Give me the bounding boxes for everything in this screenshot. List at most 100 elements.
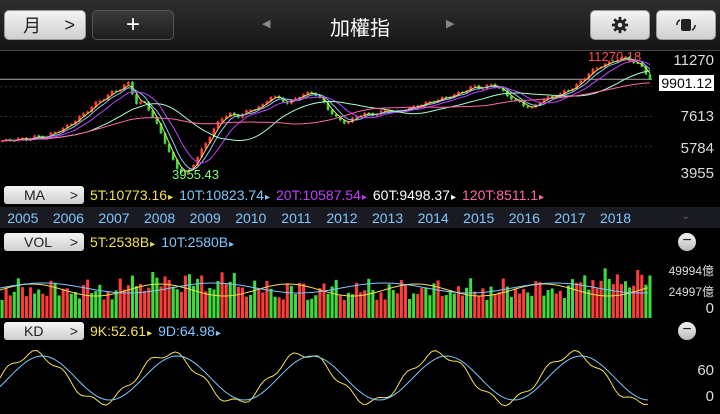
candle-body <box>367 112 371 114</box>
volume-bar <box>632 285 636 318</box>
prev-arrow-icon[interactable]: ◀ <box>262 18 271 30</box>
candle-body <box>620 57 623 61</box>
candle-body <box>542 99 546 103</box>
kd-d: 9D:64.98 <box>158 323 221 339</box>
year-label: 2008 <box>144 209 176 226</box>
volume-bar <box>640 274 644 318</box>
volume-bar <box>493 294 497 318</box>
volume-bar <box>65 288 69 318</box>
candle-body <box>330 109 334 115</box>
candle-body <box>644 66 648 75</box>
ma-tag-label: MA <box>24 187 45 203</box>
volume-bar <box>575 282 579 318</box>
candle-body <box>595 67 599 69</box>
volume-bar <box>615 274 619 318</box>
volume-bar <box>318 288 322 318</box>
volume-bar <box>436 280 440 318</box>
kd-axis-0: 0 <box>705 388 714 405</box>
volume-bar <box>37 289 41 318</box>
candle-body <box>127 81 130 85</box>
candle-body <box>98 100 102 102</box>
collapse-icon[interactable]: ⌄ <box>681 211 690 222</box>
candle-body <box>171 151 175 160</box>
year-label: 2010 <box>235 209 267 226</box>
volume-bar <box>0 300 4 318</box>
candle-body <box>347 122 350 124</box>
kd-tag-button[interactable]: KD > <box>4 322 84 340</box>
volume-bar <box>375 299 379 318</box>
volume-bar <box>110 299 114 318</box>
candle-body <box>106 94 110 100</box>
volume-bar <box>102 299 106 318</box>
candle-body <box>444 97 448 99</box>
volume-bar <box>583 275 587 318</box>
volume-bar <box>61 288 65 318</box>
candle-body <box>261 104 265 107</box>
volume-bar <box>481 288 485 318</box>
volume-bar <box>497 292 501 318</box>
candle-body <box>285 101 289 104</box>
settings-button[interactable] <box>590 10 650 40</box>
next-arrow-icon[interactable]: ▶ <box>446 18 455 30</box>
candle-body <box>501 88 505 91</box>
price-chart[interactable] <box>0 51 660 186</box>
volume-bar <box>623 281 628 318</box>
volume-bar <box>509 296 513 318</box>
add-button[interactable]: + <box>92 10 174 40</box>
volume-bar <box>171 286 175 318</box>
volume-bar <box>302 283 306 318</box>
ma-tag-button[interactable]: MA > <box>4 186 84 204</box>
candle-body <box>363 112 367 116</box>
volume-bar <box>24 296 29 318</box>
volume-bar <box>505 286 509 318</box>
period-button[interactable]: 月 > <box>4 10 86 40</box>
volume-bar <box>310 298 314 318</box>
candle-body <box>583 78 587 81</box>
volume-bar <box>204 291 208 318</box>
volume-bar <box>562 297 566 318</box>
candle-body <box>294 97 297 100</box>
volume-bar <box>29 287 33 318</box>
volume-bar <box>53 282 57 318</box>
candle-body <box>306 92 309 95</box>
volume-bar <box>350 294 355 318</box>
kd-chart[interactable] <box>0 343 655 411</box>
current-price-badge: 9901.12 <box>659 75 714 91</box>
year-axis: 2005 2006 2007 2008 2009 2010 2011 2012 2013 2014… <box>0 207 720 228</box>
candle-body <box>122 84 126 90</box>
vol-tag-button[interactable]: VOL > <box>4 233 84 251</box>
candle-body <box>86 111 89 114</box>
candle-body <box>457 91 460 95</box>
volume-bar <box>452 293 456 318</box>
candle-body <box>159 123 163 134</box>
ma-10: 10T:10823.74 <box>179 187 270 203</box>
candle-body <box>147 101 151 111</box>
candle-body <box>33 135 36 140</box>
ma-60-line <box>1 70 651 142</box>
volume-bar <box>534 281 538 318</box>
candle-body <box>192 165 195 170</box>
volume-bar <box>151 271 155 318</box>
vol-remove-button[interactable]: − <box>678 233 696 251</box>
kd-remove-button[interactable]: − <box>678 322 696 340</box>
volume-bar <box>57 295 61 318</box>
candle-body <box>603 63 607 67</box>
vol-axis-mid: 24997億 <box>668 285 714 299</box>
volume-bar <box>16 278 20 318</box>
price-axis-low: 3955 <box>680 165 714 182</box>
volume-bar <box>175 289 179 318</box>
vol-axis-zero: 0 <box>705 300 714 317</box>
candle-body <box>208 137 212 144</box>
volume-bar <box>261 292 265 318</box>
rotate-button[interactable] <box>656 10 716 40</box>
volume-bar <box>342 299 346 318</box>
candle-body <box>281 97 285 102</box>
volume-chart[interactable] <box>0 254 655 318</box>
volume-bar <box>253 280 257 318</box>
candle-body <box>249 110 252 112</box>
candle-body <box>607 61 611 64</box>
volume-bar <box>579 282 583 318</box>
volume-bar <box>236 286 240 318</box>
candle-body <box>379 110 383 115</box>
volume-bar <box>12 291 16 318</box>
